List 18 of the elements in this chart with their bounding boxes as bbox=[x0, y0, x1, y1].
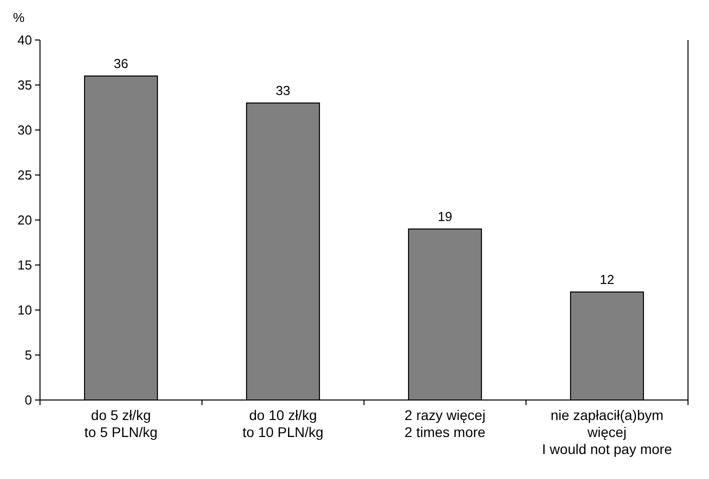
data-label: 33 bbox=[276, 83, 290, 98]
y-tick-label: 15 bbox=[18, 258, 32, 273]
data-label: 36 bbox=[114, 56, 128, 71]
y-tick-label: 35 bbox=[18, 78, 32, 93]
y-tick-label: 30 bbox=[18, 122, 32, 138]
y-tick-label: 40 bbox=[18, 32, 32, 48]
y-tick-label: 5 bbox=[24, 348, 32, 363]
y-tick-label: 0 bbox=[24, 392, 32, 408]
x-tick-label: 2 razy więcej 2 times more bbox=[404, 407, 486, 440]
y-tick-label: 10 bbox=[18, 302, 32, 318]
data-label: 19 bbox=[438, 209, 452, 224]
y-tick-label: 20 bbox=[18, 212, 32, 228]
x-tick-label: do 5 zł/kg to 5 PLN/kg bbox=[84, 407, 158, 440]
x-tick-label: nie zapłacił(a)bym więcej I would not pay more bbox=[542, 407, 672, 457]
y-axis-title: % bbox=[13, 10, 25, 25]
x-tick-label: do 10 zł/kg to 10 PLN/kg bbox=[242, 407, 324, 440]
data-label: 12 bbox=[600, 272, 614, 287]
y-tick-label: 25 bbox=[18, 168, 32, 183]
